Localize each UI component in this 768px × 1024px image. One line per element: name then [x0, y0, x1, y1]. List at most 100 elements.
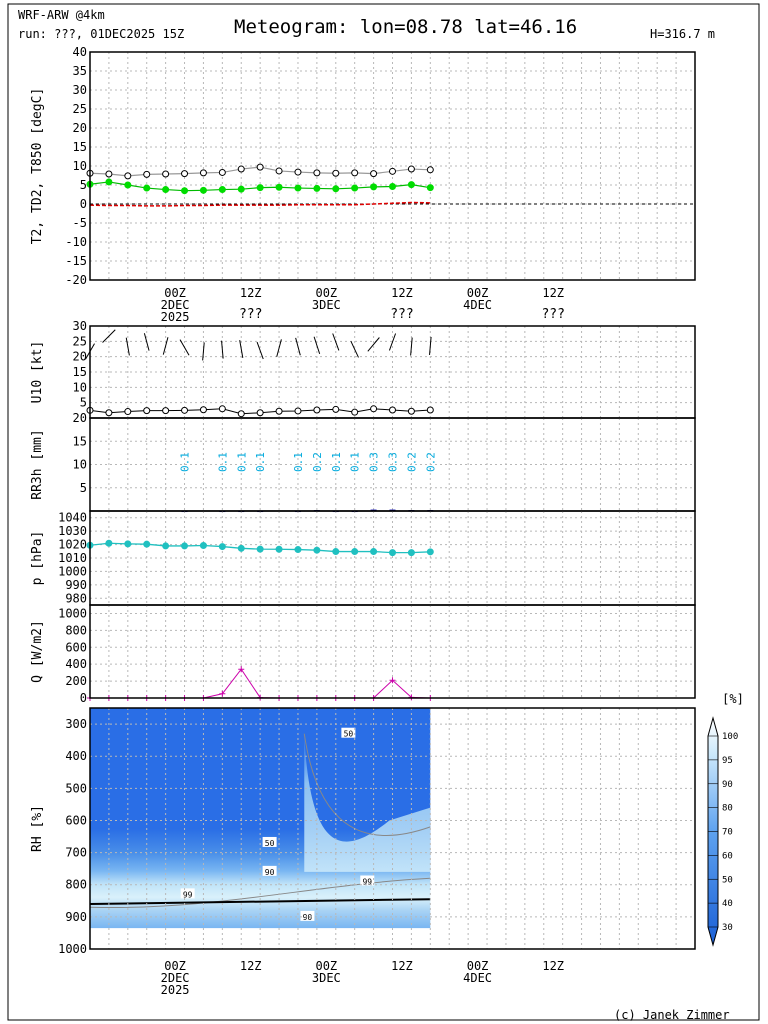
temperature-point	[313, 169, 321, 177]
precip-label: 0.1	[330, 452, 343, 472]
temperature-point	[256, 163, 264, 171]
temperature-point	[294, 184, 302, 192]
temperature-point	[407, 165, 415, 173]
precipitation-ytick-label: 5	[80, 481, 87, 495]
wind-speed-point	[313, 406, 321, 414]
temperature-point	[332, 169, 340, 177]
unknown-mark: ???	[541, 307, 564, 322]
temperature-point	[218, 168, 226, 176]
temperature-series-line	[89, 201, 431, 207]
wind-barb	[295, 337, 301, 356]
wind-ytick-label: 5	[80, 396, 87, 410]
precip-label: 0.1	[216, 452, 229, 472]
temperature-point	[370, 183, 378, 191]
radiation-ytick-label: 400	[65, 657, 87, 671]
wind-ytick-label: 25	[73, 334, 87, 348]
pressure-point	[162, 542, 170, 550]
radiation-point	[389, 677, 396, 684]
temperature-ytick-label: 20	[73, 121, 87, 135]
humidity-ytick-label: 1000	[58, 942, 87, 956]
wind-barb	[388, 333, 397, 351]
contour-label-box	[360, 875, 375, 886]
page-title: Meteogram: lon=08.78 lat=46.16	[234, 16, 578, 38]
colorbar-tick-label: 40	[722, 899, 733, 909]
temperature-point	[162, 186, 170, 194]
temperature-point	[351, 184, 359, 192]
wind-speed-point	[389, 406, 396, 414]
pressure-point	[370, 548, 378, 556]
wind-barb	[367, 337, 380, 352]
humidity-ytick-label: 600	[65, 813, 87, 827]
contour-label-box	[341, 727, 356, 738]
radiation-point	[238, 666, 245, 673]
temperature-point	[237, 165, 245, 173]
humidity-ytick-label: 800	[65, 878, 87, 892]
radiation-ylabel: Q [W/m2]	[30, 620, 45, 683]
station-height: H=316.7 m	[650, 27, 716, 41]
temperature-point	[237, 185, 245, 193]
pressure-point	[256, 545, 264, 553]
pressure-point	[181, 542, 189, 550]
time-tick-label: 12Z	[391, 286, 413, 300]
contour-label: 90	[303, 913, 313, 922]
contour-label: 50	[344, 730, 354, 739]
precipitation-ylabel: RR3h [mm]	[30, 429, 45, 499]
humidity-ylabel: RH [%]	[30, 805, 45, 852]
temperature-point	[124, 181, 132, 189]
temperature-point	[313, 184, 321, 192]
temperature-point	[143, 170, 151, 178]
radiation-ytick-label: 800	[65, 623, 87, 637]
precip-label: 0.1	[292, 452, 305, 472]
radiation-line	[90, 668, 431, 699]
pressure-point	[313, 546, 321, 554]
time-tick-label: 2DEC	[161, 298, 190, 312]
time-tick-label: 12Z	[240, 286, 262, 300]
time-tick-label: 12Z	[542, 959, 564, 973]
pressure-point	[124, 540, 132, 548]
temperature-ytick-label: 0	[80, 197, 87, 211]
time-tick-label: 4DEC	[463, 971, 492, 985]
precip-label: 0.2	[424, 452, 437, 472]
contour-label-box	[180, 888, 195, 899]
pressure-point	[143, 540, 151, 548]
temperature-point	[105, 170, 113, 178]
pressure-point	[294, 546, 302, 554]
pressure-ytick-label: 1040	[58, 511, 87, 525]
temperature-point	[199, 169, 207, 177]
contour-label: 90	[265, 868, 275, 877]
time-tick-label: 12Z	[542, 286, 564, 300]
temperature-point	[351, 169, 359, 177]
temperature-point	[294, 168, 302, 176]
temperature-point	[181, 170, 189, 178]
wind-speed-point	[199, 406, 207, 414]
wind-speed-point	[407, 407, 415, 415]
contour-label-box	[262, 836, 277, 847]
precip-label: 0.2	[311, 452, 324, 472]
wind-barb	[256, 341, 264, 360]
temperature-ytick-label: 5	[80, 178, 87, 192]
wind-barb	[202, 342, 205, 361]
humidity-contour	[89, 877, 431, 909]
time-tick-label: 00Z	[467, 286, 489, 300]
wind-speed-point	[256, 409, 264, 417]
precipitation-ytick-label: 15	[73, 434, 87, 448]
pressure-point	[218, 543, 226, 551]
humidity-ytick-label: 300	[65, 717, 87, 731]
colorbar-tick-label: 30	[722, 923, 733, 933]
time-tick-label: 2025	[161, 310, 190, 324]
contour-label: 99	[183, 890, 193, 899]
time-tick-label: 00Z	[467, 959, 489, 973]
temperature-point	[143, 184, 151, 192]
time-tick-label: 00Z	[315, 286, 337, 300]
temperature-ytick-label: -20	[65, 273, 87, 287]
wind-barb	[429, 336, 432, 355]
contour-label-box	[300, 910, 315, 921]
colorbar-tick-label: 95	[722, 756, 733, 766]
temperature-ytick-label: 10	[73, 159, 87, 173]
time-tick-label: 3DEC	[312, 298, 341, 312]
pressure-point	[199, 542, 207, 550]
temperature-frame	[89, 51, 696, 281]
wind-speed-point	[332, 405, 340, 413]
temperature-ylabel: T2, TD2, T850 [degC]	[30, 88, 45, 245]
